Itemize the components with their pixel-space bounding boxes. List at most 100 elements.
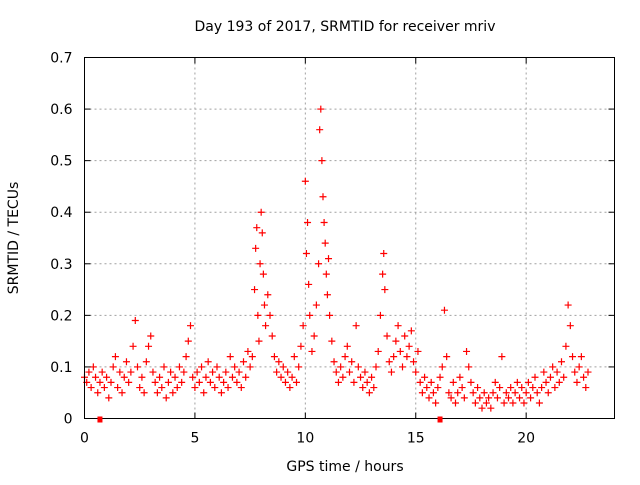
data-point: [129, 342, 137, 350]
data-point: [323, 291, 331, 299]
grid-layer: [84, 57, 615, 419]
data-point: [507, 384, 515, 392]
data-point: [465, 363, 473, 371]
data-point: [171, 373, 179, 381]
y-tick-label: 0.4: [50, 205, 72, 221]
data-point: [167, 368, 175, 376]
data-point: [438, 363, 446, 371]
data-point: [326, 311, 334, 319]
data-point: [361, 368, 369, 376]
data-point: [379, 270, 387, 278]
data-point: [566, 322, 574, 330]
data-point: [509, 399, 517, 407]
data-point: [454, 389, 462, 397]
data-point: [535, 399, 543, 407]
data-point: [575, 363, 583, 371]
data-point: [376, 311, 384, 319]
data-point: [394, 322, 402, 330]
data-point: [204, 358, 212, 366]
data-point: [482, 399, 490, 407]
y-tick-label: 0.3: [50, 257, 72, 273]
data-point: [200, 389, 208, 397]
data-point: [456, 373, 464, 381]
data-point: [180, 368, 188, 376]
data-point: [281, 378, 289, 386]
data-point: [551, 384, 559, 392]
data-point: [505, 394, 512, 402]
data-point: [258, 229, 266, 237]
data-point: [284, 368, 292, 376]
data-point: [580, 373, 588, 381]
data-point: [149, 368, 157, 376]
data-point: [246, 363, 254, 371]
data-point: [89, 363, 97, 371]
data-point: [577, 353, 585, 361]
data-point: [427, 378, 435, 386]
data-point: [193, 368, 201, 376]
data-point: [414, 347, 422, 355]
data-point: [184, 337, 192, 345]
data-point: [257, 208, 265, 216]
data-point: [540, 368, 548, 376]
data-point: [122, 358, 130, 366]
data-point: [198, 363, 206, 371]
data-point: [301, 177, 309, 185]
plot-frame: [84, 57, 615, 419]
data-point: [94, 389, 102, 397]
data-point: [111, 353, 119, 361]
data-point: [302, 249, 310, 257]
y-axis-title: SRMTID / TECUs: [6, 182, 22, 295]
data-point: [487, 404, 495, 412]
data-point: [206, 378, 214, 386]
data-point: [191, 384, 199, 392]
data-point: [412, 368, 420, 376]
data-point: [520, 399, 528, 407]
data-point: [235, 368, 243, 376]
data-point: [569, 353, 577, 361]
data-point: [381, 286, 389, 294]
data-point: [432, 399, 440, 407]
data-point: [440, 306, 448, 314]
x-axis-marker: [97, 416, 103, 423]
data-point: [96, 378, 104, 386]
data-point: [474, 384, 482, 392]
data-point: [546, 373, 554, 381]
data-point: [443, 353, 451, 361]
data-point: [447, 394, 455, 402]
data-point: [416, 378, 424, 386]
data-point: [189, 373, 197, 381]
data-point: [288, 373, 296, 381]
data-point: [209, 368, 217, 376]
data-point: [118, 389, 126, 397]
data-point: [114, 384, 122, 392]
data-point: [423, 384, 431, 392]
data-point: [175, 363, 183, 371]
y-tick-label: 0: [64, 412, 73, 428]
data-point: [293, 378, 300, 386]
data-point: [202, 373, 210, 381]
data-point: [316, 126, 324, 134]
data-point: [469, 389, 477, 397]
data-point: [87, 384, 95, 392]
data-point: [262, 322, 270, 330]
data-point: [513, 378, 521, 386]
data-point: [337, 363, 345, 371]
data-point: [233, 378, 241, 386]
data-point: [299, 322, 307, 330]
data-points: [81, 105, 592, 412]
data-point: [213, 363, 221, 371]
data-point: [308, 347, 316, 355]
data-point: [429, 389, 437, 397]
data-point: [256, 260, 264, 268]
data-point: [220, 378, 228, 386]
data-point: [140, 389, 148, 397]
data-point: [224, 384, 232, 392]
data-point: [255, 337, 263, 345]
data-point: [491, 378, 499, 386]
data-point: [116, 368, 124, 376]
data-point: [584, 368, 592, 376]
data-point: [403, 353, 411, 361]
data-point: [363, 378, 371, 386]
data-point: [158, 384, 166, 392]
